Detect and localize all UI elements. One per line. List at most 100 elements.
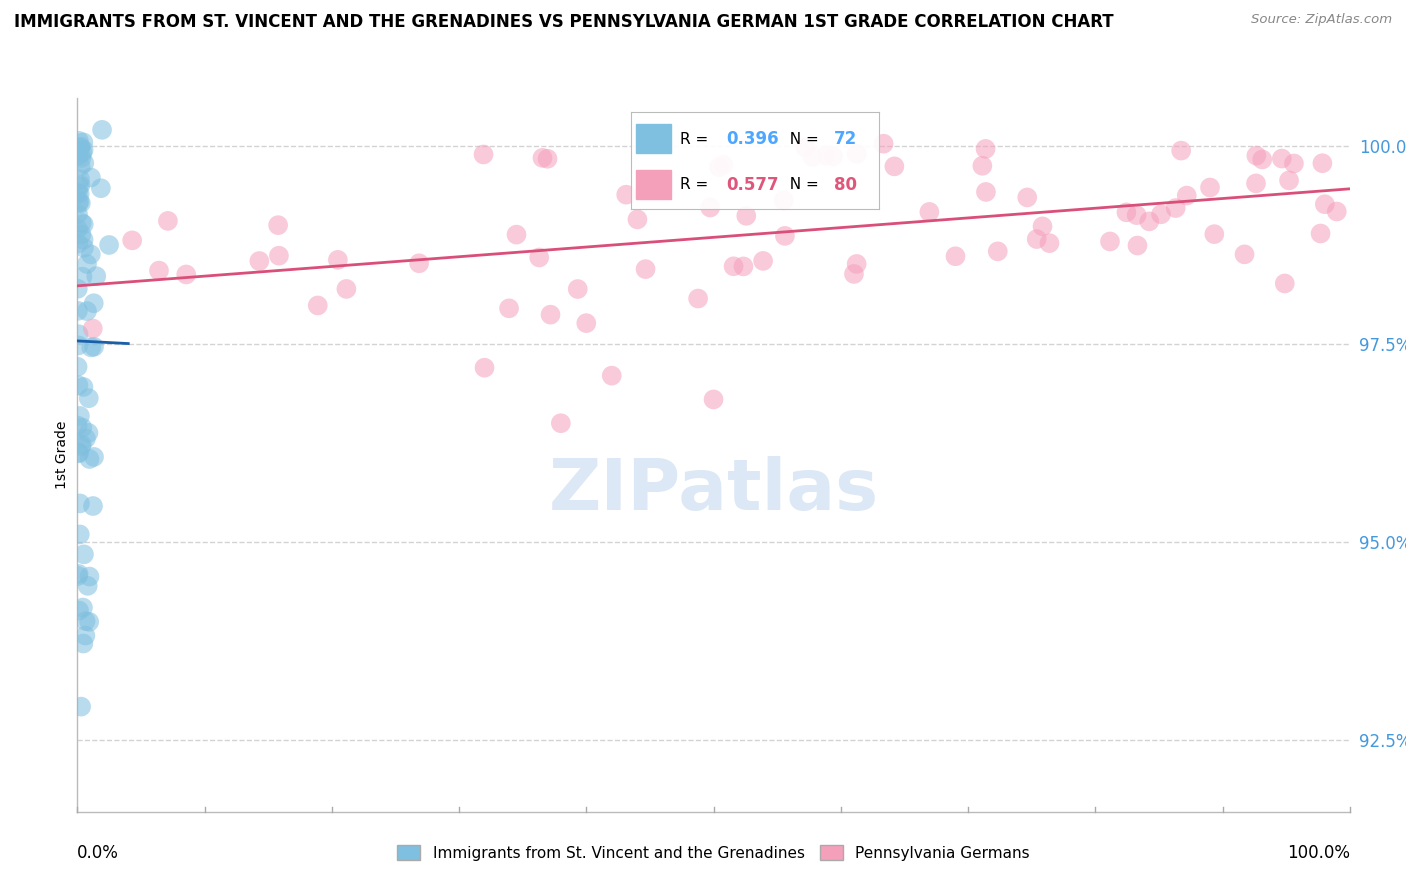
Point	[77, 425, 100, 440]
Point	[70, 151, 93, 165]
Point	[77, 391, 100, 405]
Point	[67, 566, 90, 581]
Point	[1312, 156, 1334, 170]
Point	[67, 148, 90, 162]
Point	[972, 159, 994, 173]
Point	[814, 148, 837, 162]
Point	[688, 292, 710, 306]
Point	[1150, 207, 1173, 221]
Point	[472, 147, 495, 161]
Point	[845, 257, 868, 271]
Point	[845, 146, 868, 161]
Point	[66, 282, 89, 296]
Point	[84, 269, 107, 284]
Text: 0.0%: 0.0%	[77, 844, 120, 862]
Point	[77, 615, 100, 629]
Point	[75, 614, 97, 628]
Point	[72, 145, 94, 160]
Point	[772, 194, 794, 208]
Point	[945, 249, 967, 263]
Point	[1025, 232, 1047, 246]
Point	[67, 338, 90, 352]
Point	[91, 123, 114, 137]
Point	[67, 445, 90, 459]
Point	[79, 452, 101, 467]
Point	[1246, 149, 1268, 163]
Point	[70, 440, 93, 454]
Point	[69, 139, 91, 153]
Point	[918, 205, 941, 219]
Point	[148, 263, 170, 277]
Point	[67, 378, 90, 392]
Point	[83, 340, 105, 354]
Point	[121, 233, 143, 247]
Point	[72, 143, 94, 157]
Point	[82, 321, 104, 335]
Point	[1126, 238, 1149, 252]
Point	[326, 252, 349, 267]
Point	[82, 499, 104, 513]
Point	[80, 170, 103, 185]
Point	[307, 298, 329, 312]
Point	[529, 251, 551, 265]
Point	[69, 141, 91, 155]
Point	[1244, 177, 1267, 191]
Point	[842, 267, 865, 281]
Point	[76, 579, 98, 593]
Point	[1137, 214, 1160, 228]
Point	[67, 327, 90, 342]
Point	[987, 244, 1010, 259]
Point	[550, 416, 572, 430]
Point	[1115, 205, 1137, 219]
Point	[794, 141, 817, 155]
Point	[67, 178, 90, 193]
Point	[974, 142, 997, 156]
Point	[536, 152, 558, 166]
Point	[1326, 204, 1348, 219]
Point	[80, 247, 103, 261]
Point	[801, 150, 824, 164]
Point	[575, 316, 598, 330]
Point	[67, 236, 90, 251]
Point	[70, 699, 93, 714]
Point	[540, 308, 562, 322]
Point	[72, 269, 94, 284]
Point	[66, 186, 89, 200]
Point	[69, 159, 91, 173]
Point	[67, 446, 90, 460]
Point	[66, 569, 89, 583]
Point	[70, 227, 93, 242]
Point	[67, 134, 90, 148]
Point	[73, 217, 96, 231]
Point	[600, 368, 623, 383]
Point	[66, 207, 89, 221]
Text: 100.0%: 100.0%	[1286, 844, 1350, 862]
Point	[1204, 227, 1226, 241]
Point	[626, 212, 648, 227]
Point	[66, 304, 89, 318]
Text: IMMIGRANTS FROM ST. VINCENT AND THE GRENADINES VS PENNSYLVANIA GERMAN 1ST GRADE : IMMIGRANTS FROM ST. VINCENT AND THE GREN…	[14, 13, 1114, 31]
Point	[83, 450, 105, 464]
Point	[73, 547, 96, 561]
Point	[1278, 173, 1301, 187]
Point	[90, 181, 112, 195]
Point	[79, 569, 101, 583]
Point	[711, 158, 734, 172]
Point	[1271, 152, 1294, 166]
Point	[614, 187, 637, 202]
Point	[75, 629, 97, 643]
Point	[1038, 236, 1060, 251]
Point	[1282, 156, 1305, 170]
Point	[1125, 208, 1147, 222]
Point	[66, 359, 89, 374]
Point	[709, 160, 731, 174]
Point	[1098, 235, 1121, 249]
Point	[703, 392, 725, 407]
Point	[69, 178, 91, 192]
Point	[66, 418, 89, 433]
Point	[76, 304, 98, 318]
Point	[67, 196, 90, 211]
Point	[723, 260, 745, 274]
Point	[1313, 197, 1336, 211]
Point	[1031, 219, 1053, 234]
